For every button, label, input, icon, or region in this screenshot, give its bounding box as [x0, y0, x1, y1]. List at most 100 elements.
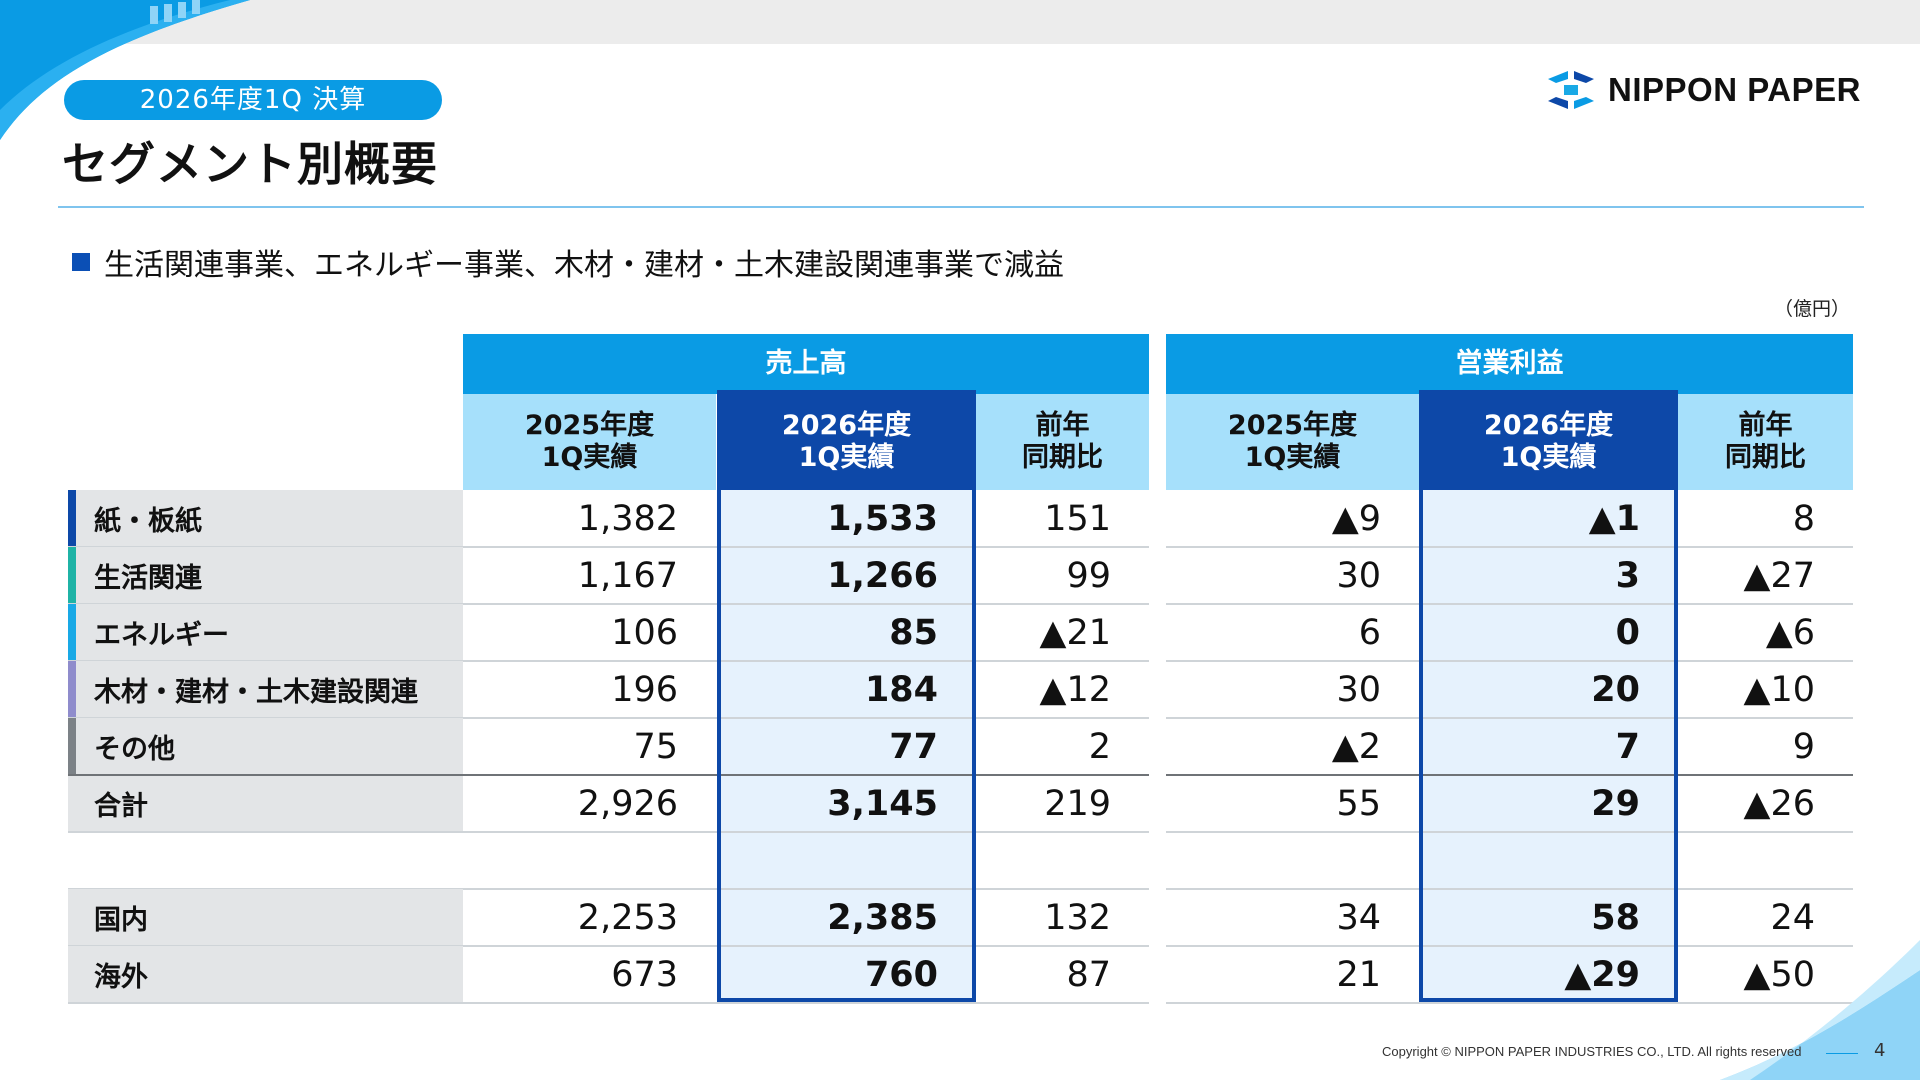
- cell-sales-yoy: 219: [1044, 783, 1111, 824]
- cell-op-curr_year: 20: [1591, 669, 1640, 710]
- cell-sales-yoy: 151: [1044, 498, 1111, 539]
- copyright-text: Copyright © NIPPON PAPER INDUSTRIES CO.,…: [1382, 1044, 1802, 1059]
- row-label: 国内: [68, 889, 463, 946]
- row-accent-bar: [68, 490, 76, 547]
- cell-op-yoy: ▲27: [1743, 555, 1815, 596]
- row-accent-bar: [68, 547, 76, 604]
- unit-label: （億円）: [1773, 298, 1850, 320]
- row-divider: [1166, 660, 1853, 662]
- row-label: 海外: [68, 946, 463, 1003]
- row-label: その他: [68, 718, 463, 775]
- row-divider: [68, 831, 1149, 833]
- corner-decoration-top-left: [0, 0, 250, 140]
- period-badge: 2026年度1Q 決算: [64, 80, 442, 120]
- group-header-operating-profit: 営業利益: [1166, 334, 1853, 394]
- cell-sales-yoy: 132: [1044, 897, 1111, 938]
- summary-bullet: 生活関連事業、エネルギー事業、木材・建材・土木建設関連事業で減益: [72, 240, 1064, 284]
- row-label-text: その他: [94, 734, 175, 765]
- cell-op-curr_year: 3: [1615, 555, 1640, 596]
- row-label-text: エネルギー: [94, 620, 229, 651]
- cell-op-prev_year: 34: [1336, 897, 1381, 938]
- row-label: エネルギー: [68, 604, 463, 661]
- cell-op-prev_year: ▲9: [1331, 498, 1381, 539]
- cell-sales-curr_year: 85: [889, 612, 938, 653]
- title-divider: [58, 206, 1864, 208]
- summary-text: 生活関連事業、エネルギー事業、木材・建材・土木建設関連事業で減益: [104, 248, 1064, 283]
- logo-text: NIPPON PAPER: [1608, 71, 1861, 108]
- row-divider: [68, 660, 1149, 662]
- cell-sales-prev_year: 106: [611, 612, 678, 653]
- cell-op-prev_year: 30: [1336, 555, 1381, 596]
- row-divider: [1166, 831, 1853, 833]
- page-number: 4: [1874, 1040, 1886, 1061]
- row-divider: [68, 945, 1149, 947]
- cell-sales-prev_year: 1,382: [577, 498, 678, 539]
- cell-sales-curr_year: 184: [864, 669, 938, 710]
- row-divider: [1166, 603, 1853, 605]
- subheader-op-curr_year: 2026年度 1Q実績: [1419, 394, 1678, 490]
- cell-sales-prev_year: 2,926: [577, 783, 678, 824]
- top-band: [0, 0, 1920, 44]
- total-divider: [68, 774, 1149, 776]
- cell-op-prev_year: 6: [1358, 612, 1381, 653]
- cell-sales-prev_year: 1,167: [577, 555, 678, 596]
- row-accent-bar: [68, 661, 76, 718]
- subheader-sales-yoy: 前年 同期比: [976, 394, 1149, 490]
- cell-op-yoy: ▲26: [1743, 783, 1815, 824]
- row-label-text: 木材・建材・土木建設関連: [94, 677, 418, 708]
- cell-sales-yoy: ▲12: [1039, 669, 1111, 710]
- row-divider: [68, 546, 1149, 548]
- company-logo: NIPPON PAPER: [1544, 64, 1861, 116]
- row-divider: [68, 603, 1149, 605]
- row-accent-bar: [68, 604, 76, 661]
- bullet-square-icon: [72, 253, 90, 271]
- cell-op-yoy: 8: [1792, 498, 1815, 539]
- cell-op-curr_year: 58: [1591, 897, 1640, 938]
- cell-sales-yoy: 2: [1088, 726, 1111, 767]
- row-label: 生活関連: [68, 547, 463, 604]
- cell-op-curr_year: 7: [1615, 726, 1640, 767]
- subheader-sales-prev_year: 2025年度 1Q実績: [463, 394, 716, 490]
- total-divider: [1166, 774, 1853, 776]
- cell-sales-yoy: 87: [1066, 954, 1111, 995]
- row-label-text: 紙・板紙: [94, 506, 202, 537]
- highlight-bg-op: [1419, 490, 1678, 1002]
- row-accent-bar: [68, 718, 76, 775]
- cell-op-curr_year: 29: [1591, 783, 1640, 824]
- row-label: 紙・板紙: [68, 490, 463, 547]
- row-label-text: 国内: [94, 905, 148, 936]
- cell-op-yoy: ▲6: [1765, 612, 1815, 653]
- cell-op-yoy: ▲50: [1743, 954, 1815, 995]
- row-label: 木材・建材・土木建設関連: [68, 661, 463, 718]
- logo-mark-icon: [1548, 71, 1594, 109]
- row-divider: [1166, 717, 1853, 719]
- cell-sales-curr_year: 2,385: [827, 897, 938, 938]
- cell-sales-prev_year: 673: [611, 954, 678, 995]
- cell-op-prev_year: 30: [1336, 669, 1381, 710]
- corner-decoration-bottom-right: [1720, 940, 1920, 1080]
- cell-sales-curr_year: 3,145: [827, 783, 938, 824]
- cell-op-curr_year: 0: [1615, 612, 1640, 653]
- spacer-divider: [68, 888, 1149, 890]
- footer-dash: [1826, 1053, 1858, 1054]
- cell-sales-prev_year: 2,253: [577, 897, 678, 938]
- cell-sales-yoy: 99: [1066, 555, 1111, 596]
- cell-op-prev_year: 55: [1336, 783, 1381, 824]
- cell-sales-curr_year: 1,533: [827, 498, 938, 539]
- spacer-divider: [1166, 888, 1853, 890]
- highlight-frame-op: [1419, 390, 1678, 1002]
- subheader-op-prev_year: 2025年度 1Q実績: [1166, 394, 1419, 490]
- row-divider: [1166, 945, 1853, 947]
- group-header-sales: 売上高: [463, 334, 1149, 394]
- highlight-bg-sales: [717, 490, 976, 1002]
- cell-op-curr_year: ▲1: [1588, 498, 1640, 539]
- row-label-text: 海外: [94, 962, 148, 993]
- cell-op-yoy: 24: [1770, 897, 1815, 938]
- cell-op-curr_year: ▲29: [1564, 954, 1640, 995]
- cell-sales-curr_year: 1,266: [827, 555, 938, 596]
- cell-op-yoy: 9: [1792, 726, 1815, 767]
- row-label-text: 合計: [94, 791, 148, 822]
- row-divider: [68, 1002, 1149, 1004]
- subheader-sales-curr_year: 2026年度 1Q実績: [717, 394, 976, 490]
- page-title: セグメント別概要: [62, 137, 438, 191]
